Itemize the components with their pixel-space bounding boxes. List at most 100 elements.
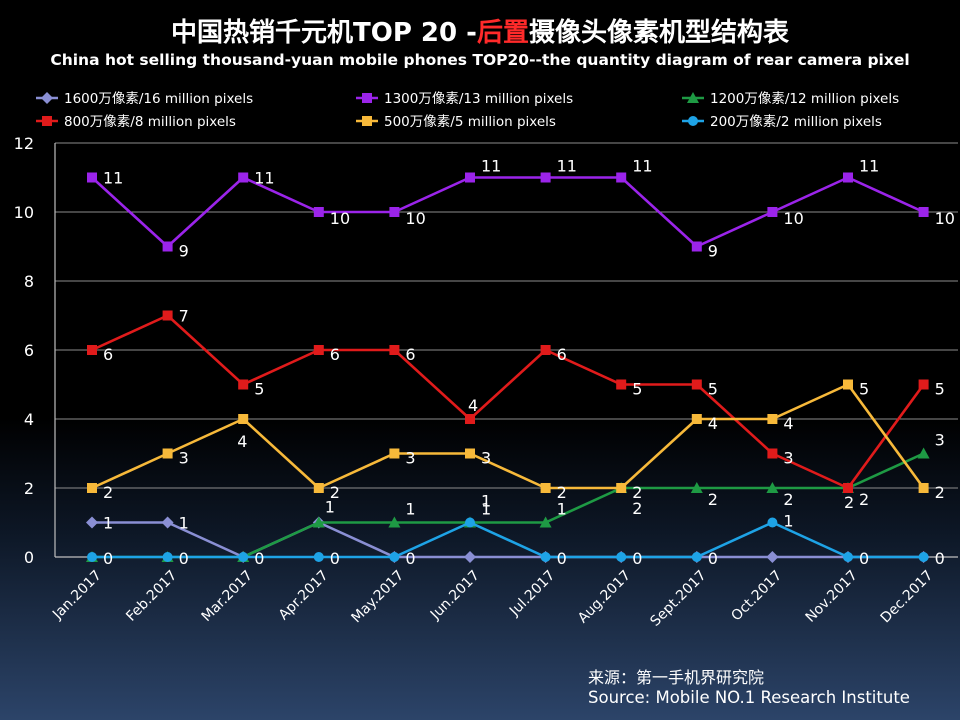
data-point-2mp bbox=[465, 517, 475, 528]
legend-label: 500万像素/5 million pixels bbox=[384, 114, 556, 130]
data-label: 5 bbox=[254, 380, 264, 399]
y-tick-label: 4 bbox=[24, 410, 34, 429]
x-tick-label: Jun.2017 bbox=[427, 568, 483, 624]
series-line-5mp bbox=[91, 383, 925, 490]
x-tick-label: Dec.2017 bbox=[878, 568, 937, 627]
data-point-5mp bbox=[162, 448, 173, 459]
legend-marker bbox=[688, 116, 698, 126]
data-label: 2 bbox=[783, 490, 793, 509]
data-point-8mp bbox=[313, 345, 324, 355]
data-point-8mp bbox=[87, 345, 97, 355]
data-label: 11 bbox=[632, 157, 652, 176]
data-label: 7 bbox=[179, 307, 189, 326]
data-point-2mp bbox=[918, 552, 929, 562]
data-label: 1 bbox=[103, 514, 113, 533]
title-zh-accent: 后置 bbox=[476, 18, 529, 48]
x-tick-label: Mar.2017 bbox=[199, 568, 256, 625]
data-point-16mp bbox=[161, 516, 174, 529]
data-point-13mp bbox=[767, 207, 778, 217]
data-point-12mp bbox=[690, 482, 703, 493]
data-point-13mp bbox=[616, 172, 627, 183]
data-label: 3 bbox=[935, 431, 945, 450]
data-label: 6 bbox=[405, 345, 415, 364]
legend-marker bbox=[687, 92, 699, 103]
data-label: 1 bbox=[179, 514, 189, 533]
data-label: 2 bbox=[632, 499, 642, 518]
data-point-5mp bbox=[691, 414, 702, 424]
data-point-2mp bbox=[540, 552, 551, 562]
data-label: 5 bbox=[708, 380, 718, 399]
x-tick-label: Oct.2017 bbox=[728, 568, 785, 625]
data-label: 11 bbox=[103, 169, 123, 188]
data-label: 11 bbox=[481, 157, 501, 176]
legend-label: 800万像素/8 million pixels bbox=[64, 114, 236, 130]
data-point-8mp bbox=[389, 345, 400, 355]
data-point-12mp bbox=[539, 516, 552, 528]
y-tick-label: 8 bbox=[24, 272, 34, 291]
data-point-16mp bbox=[464, 551, 476, 563]
data-point-8mp bbox=[465, 414, 475, 424]
x-tick-label: Jul.2017 bbox=[506, 568, 558, 620]
data-label: 2 bbox=[935, 483, 945, 502]
data-label: 2 bbox=[330, 483, 340, 502]
data-point-5mp bbox=[616, 483, 627, 493]
data-point-5mp bbox=[389, 448, 400, 459]
data-label: 11 bbox=[859, 157, 879, 176]
series-line-2mp bbox=[92, 521, 924, 559]
data-point-5mp bbox=[465, 448, 475, 459]
y-tick-label: 12 bbox=[14, 134, 34, 153]
data-label: 1 bbox=[783, 512, 793, 531]
data-label: 0 bbox=[254, 549, 264, 568]
data-label: 3 bbox=[405, 449, 415, 468]
data-point-2mp bbox=[238, 552, 249, 562]
data-point-12mp bbox=[917, 447, 930, 459]
data-point-2mp bbox=[843, 552, 853, 562]
series-line-16mp bbox=[92, 521, 924, 559]
source-en: Source: Mobile NO.1 Research Institute bbox=[588, 688, 910, 707]
data-point-16mp bbox=[766, 551, 779, 563]
x-tick-label: Feb.2017 bbox=[123, 568, 180, 625]
data-point-2mp bbox=[616, 552, 627, 562]
data-label: 0 bbox=[935, 549, 945, 568]
data-label: 4 bbox=[783, 414, 793, 433]
data-point-2mp bbox=[313, 552, 324, 562]
legend-label: 1600万像素/16 million pixels bbox=[64, 91, 253, 107]
y-tick-label: 2 bbox=[24, 479, 34, 498]
data-point-8mp bbox=[691, 379, 702, 390]
legend-marker bbox=[362, 93, 372, 103]
data-label: 10 bbox=[405, 209, 425, 228]
legend-marker bbox=[41, 92, 53, 104]
data-label: 3 bbox=[481, 449, 491, 468]
data-label: 10 bbox=[330, 209, 350, 228]
x-tick-label: Jan.2017 bbox=[49, 568, 105, 624]
data-point-5mp bbox=[918, 483, 929, 493]
series-line-12mp bbox=[92, 452, 925, 559]
data-point-2mp bbox=[767, 517, 778, 528]
data-label: 2 bbox=[708, 490, 718, 509]
data-label: 4 bbox=[708, 414, 718, 433]
data-label: 6 bbox=[103, 345, 113, 364]
data-point-13mp bbox=[162, 241, 173, 252]
data-label: 2 bbox=[844, 493, 854, 512]
data-label: 2 bbox=[103, 483, 113, 502]
chart-title-zh: 中国热销千元机TOP 20 -后置摄像头像素机型结构表 bbox=[0, 12, 960, 49]
data-label: 1 bbox=[481, 492, 491, 511]
data-label: 0 bbox=[179, 549, 189, 568]
data-label: 5 bbox=[859, 380, 869, 399]
data-point-16mp bbox=[86, 516, 98, 529]
data-point-13mp bbox=[540, 172, 551, 183]
x-tick-label: Nov.2017 bbox=[803, 568, 861, 626]
data-label: 0 bbox=[632, 549, 642, 568]
data-point-8mp bbox=[616, 379, 627, 390]
legend-label: 1200万像素/12 million pixels bbox=[710, 91, 899, 107]
data-label: 4 bbox=[468, 396, 478, 415]
data-point-5mp bbox=[767, 414, 778, 424]
legend-marker bbox=[42, 116, 52, 126]
data-label: 1 bbox=[325, 498, 335, 517]
data-point-8mp bbox=[162, 310, 173, 321]
data-label: 2 bbox=[859, 490, 869, 509]
data-label: 0 bbox=[859, 549, 869, 568]
data-label: 0 bbox=[557, 549, 567, 568]
legend-label: 1300万像素/13 million pixels bbox=[384, 91, 573, 107]
